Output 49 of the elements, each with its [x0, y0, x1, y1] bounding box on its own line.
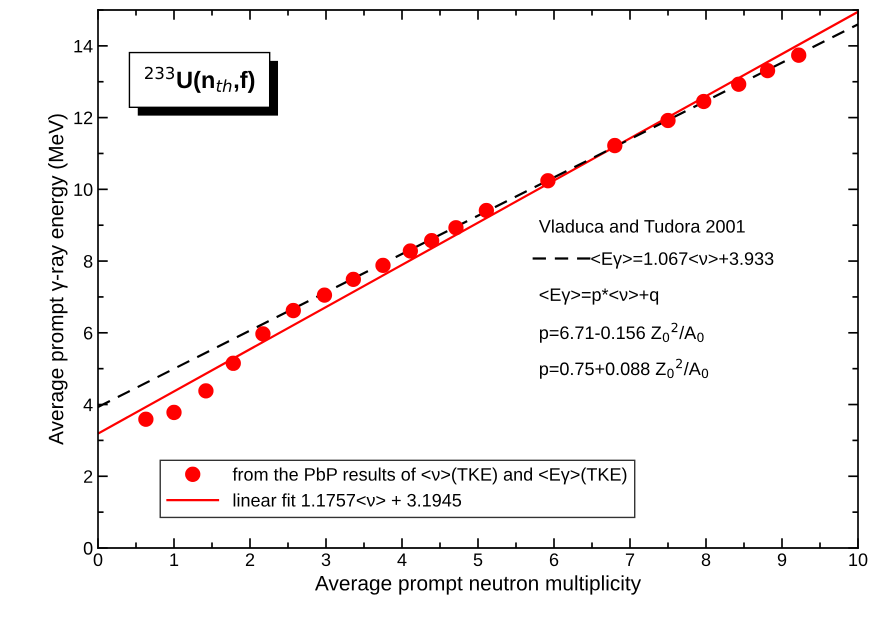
y-tick-label: 8 [84, 255, 92, 268]
x-tick-label: 1 [170, 554, 178, 566]
point [731, 76, 746, 92]
y-axis-title: Average prompt γ-ray energy (MeV) [48, 114, 68, 445]
y-tick-label: 6 [84, 326, 92, 340]
point [286, 302, 301, 318]
x-axis-title: Average prompt neutron multiplicity [314, 575, 642, 595]
x-tick-label: 0 [94, 553, 102, 566]
point [166, 404, 182, 420]
point [346, 272, 361, 287]
point [402, 243, 418, 259]
point [660, 112, 676, 128]
x-tick-label: 8 [702, 553, 710, 566]
y-tick-label: 14 [74, 40, 93, 52]
annotation: Vladuca and Tudora 2001 [538, 219, 745, 233]
point [696, 94, 712, 110]
point [424, 232, 440, 248]
x-tick-label: 5 [474, 554, 482, 566]
x-tick-label: 6 [550, 553, 558, 566]
x-tick-label: 2 [246, 553, 254, 566]
point [255, 326, 271, 342]
point [138, 412, 154, 427]
y-tick-label: 0 [84, 542, 92, 555]
point [760, 62, 776, 78]
x-tick-label: 3 [322, 553, 330, 566]
point [607, 138, 622, 154]
y-tick-label: 10 [74, 183, 92, 196]
point [448, 220, 464, 236]
point [540, 173, 556, 188]
point [478, 202, 494, 218]
y-tick-label: 12 [74, 112, 92, 124]
point [791, 48, 806, 63]
y-tick-label: 4 [84, 398, 93, 412]
legend-label: <Eγ>=1.067<ν>+3.933 [591, 252, 774, 269]
x-tick-label: 7 [626, 554, 634, 566]
text: $^{233}$U(n$_{th}$,f) [145, 66, 254, 93]
point [226, 356, 241, 371]
legend-label: linear fit 1.1757<ν> + 3.1945 [234, 493, 462, 507]
x-tick-label: 9 [778, 553, 786, 566]
legend-label: from the PbP results of <ν>(TKE) and <Eγ>(TKE) [232, 468, 626, 484]
point [198, 383, 214, 399]
annotation: p=6.71-0.156 Z$_{0}$$^{2}$/A$_{0}$ [540, 322, 704, 343]
point [316, 288, 332, 303]
annotation: p=0.75+0.088 Z$_{0}$$^{2}$/A$_{0}$ [540, 358, 708, 379]
x-tick-label: 10 [849, 553, 868, 566]
annotation: <Eγ>=p*<ν>+q [540, 288, 658, 305]
point [375, 258, 391, 274]
y-tick-label: 2 [84, 470, 92, 483]
x-tick-label: 4 [397, 554, 406, 566]
